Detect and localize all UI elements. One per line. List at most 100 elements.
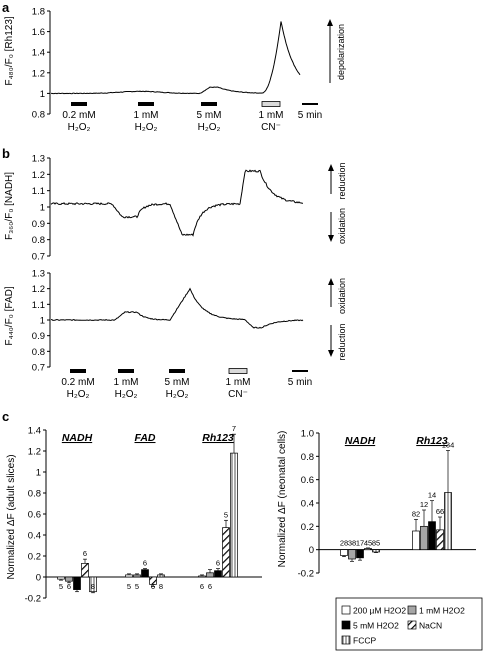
bar-y-tick-label: 1 bbox=[36, 468, 41, 479]
bar bbox=[81, 562, 89, 578]
sample-size-label: 28 bbox=[340, 539, 348, 548]
sample-size-label: 5 bbox=[224, 510, 228, 519]
panel-a-y-tick-label: 1.4 bbox=[32, 48, 45, 59]
fad-y-tick-label: 1.3 bbox=[32, 269, 45, 280]
bar bbox=[65, 576, 73, 582]
nadh-y-tick-label: 1 bbox=[40, 203, 45, 214]
fad-arrows: oxidation reduction bbox=[328, 278, 347, 361]
bar bbox=[157, 574, 165, 578]
bar-y-tick-label: 0.4 bbox=[28, 531, 41, 542]
bar bbox=[222, 527, 230, 578]
sample-size-label: 6 bbox=[67, 582, 71, 591]
marker-agent: H₂O₂ bbox=[135, 122, 158, 133]
nadh-arrows: reduction oxidation bbox=[328, 162, 347, 244]
nadh-y-tick-label: 0.9 bbox=[32, 219, 45, 230]
sample-size-label: 7 bbox=[232, 424, 236, 433]
sample-size-label: 6 bbox=[200, 582, 204, 591]
fad-yaxis: 0.7 0.8 0.9 1 1.1 1.2 1.3 bbox=[32, 269, 51, 374]
marker-concentration: 5 mM bbox=[165, 377, 190, 388]
cn-marker-bar bbox=[228, 368, 248, 374]
nadh-oxidation-label: oxidation bbox=[337, 208, 347, 244]
fad-y-tick-label: 1 bbox=[40, 316, 45, 327]
marker-agent: H₂O₂ bbox=[166, 389, 189, 400]
marker-agent: H₂O₂ bbox=[68, 122, 91, 133]
sample-size-label: 82 bbox=[412, 509, 420, 518]
sample-size-label: 6 bbox=[143, 559, 147, 568]
bar-y-tick-label: 0.6 bbox=[28, 510, 41, 521]
bar bbox=[372, 549, 380, 553]
sample-size-label: 6 bbox=[208, 582, 212, 591]
nadh-reduction-label: reduction bbox=[337, 162, 347, 199]
group-header-fad: FAD bbox=[135, 432, 156, 444]
nadh-trace bbox=[50, 169, 303, 237]
panel-a-trace bbox=[51, 21, 301, 95]
neonatal-bar-chart: -0.2 0 0.2 0.4 0.6 0.8 1.0 NADH Rh123 28 38 17 45 85 8… bbox=[298, 429, 476, 580]
nadh-y-tick-label: 1.3 bbox=[32, 154, 45, 165]
fad-y-tick-label: 0.9 bbox=[32, 331, 45, 342]
marker-concentration: 1 mM bbox=[259, 110, 284, 121]
bar-y-tick-label: 0.6 bbox=[301, 475, 314, 486]
sample-size-label: 14 bbox=[428, 491, 436, 500]
nadh-y-tick-label: 1.1 bbox=[32, 186, 45, 197]
panel-a-y-tick-label: 0.8 bbox=[32, 110, 45, 121]
h2o2-marker-bar bbox=[71, 102, 87, 106]
bar bbox=[356, 549, 364, 559]
marker-agent: H₂O₂ bbox=[67, 389, 90, 400]
sample-size-label: 6 bbox=[83, 549, 87, 558]
bar bbox=[428, 521, 436, 551]
sample-size-label: 6 bbox=[151, 582, 155, 591]
marker-concentration: 1 mM bbox=[226, 377, 251, 388]
group-header-nadh: NADH bbox=[345, 435, 376, 447]
legend-label: 200 µM H2O2 bbox=[353, 606, 406, 616]
adult-ylabel: Normalized ΔF (adult slices) bbox=[6, 454, 17, 579]
sample-size-label: 8 bbox=[91, 582, 95, 591]
bar bbox=[198, 575, 206, 578]
legend-label: FCCP bbox=[353, 636, 376, 646]
sample-size-label: 5 bbox=[135, 582, 139, 591]
bar-y-tick-label: 1.0 bbox=[301, 429, 314, 440]
bar bbox=[141, 569, 149, 578]
marker-concentration: 1 mM bbox=[134, 110, 159, 121]
marker-concentration: 5 mM bbox=[197, 110, 222, 121]
sample-size-label: 17 bbox=[356, 539, 364, 548]
panel-label-c: c bbox=[2, 409, 9, 424]
legend-label: NaCN bbox=[419, 621, 442, 631]
panel-a-y-tick-label: 1.2 bbox=[32, 68, 45, 79]
nadh-ylabel: F₃₆₀/F₀ [NADH] bbox=[4, 172, 15, 240]
fad-y-tick-label: 0.8 bbox=[32, 347, 45, 358]
depolarization-label: depolarization bbox=[336, 24, 346, 80]
sample-size-label: 6 bbox=[75, 582, 79, 591]
bar-y-tick-label: 0 bbox=[36, 573, 41, 584]
legend-label: 5 mM H2O2 bbox=[353, 621, 399, 631]
bar-y-tick-label: 0.2 bbox=[28, 552, 41, 563]
group-header-nadh: NADH bbox=[62, 432, 93, 444]
time-scale-label: 5 min bbox=[298, 110, 322, 121]
marker-agent: H₂O₂ bbox=[198, 122, 221, 133]
bar-y-tick-label: 0.8 bbox=[28, 489, 41, 500]
bar-y-tick-label: 0 bbox=[309, 545, 314, 556]
fad-y-tick-label: 0.7 bbox=[32, 363, 45, 374]
h2o2-marker-bar bbox=[169, 369, 185, 373]
depolarization-arrow: depolarization bbox=[327, 19, 346, 83]
sample-size-label: 66 bbox=[436, 507, 444, 516]
bar-y-tick-label: 0.4 bbox=[301, 499, 314, 510]
bar bbox=[214, 570, 222, 578]
nadh-y-tick-label: 1.2 bbox=[32, 170, 45, 181]
h2o2-marker-bar bbox=[118, 369, 134, 373]
sample-size-label: 6 bbox=[216, 559, 220, 568]
fad-y-tick-label: 1.2 bbox=[32, 284, 45, 295]
marker-agent: CN⁻ bbox=[261, 122, 281, 133]
bar bbox=[230, 452, 238, 578]
marker-concentration: 0.2 mM bbox=[61, 377, 94, 388]
panel-a-y-tick-label: 1.8 bbox=[32, 7, 45, 18]
h2o2-marker-bar bbox=[70, 369, 86, 373]
bar-y-tick-label: 1.2 bbox=[28, 447, 41, 458]
marker-concentration: 0.2 mM bbox=[62, 110, 95, 121]
h2o2-marker-bar bbox=[201, 102, 217, 106]
fad-ylabel: F₄₄₀/F₀ [FAD] bbox=[4, 286, 15, 345]
sample-size-label: 45 bbox=[364, 539, 372, 548]
nadh-y-tick-label: 0.8 bbox=[32, 235, 45, 246]
